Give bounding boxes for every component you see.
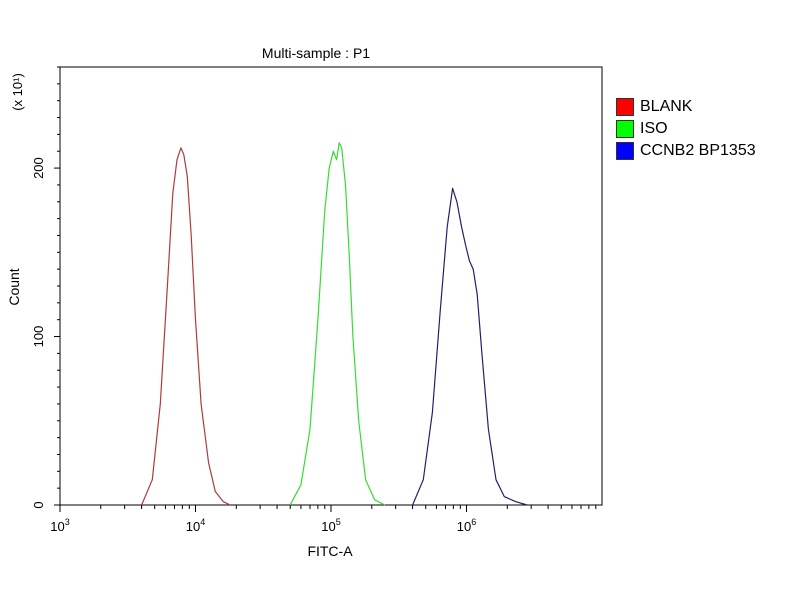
y-tick-label-group: 0 (31, 501, 46, 508)
y-multiplier-label: (x 10¹) (10, 73, 25, 111)
series-line-1 (289, 142, 386, 506)
y-tick-label-group: 200 (31, 157, 46, 179)
x-tick-label: 104 (186, 517, 205, 534)
legend-label-iso: ISO (640, 120, 668, 137)
legend-item-iso: ISO (616, 118, 756, 140)
series-line-2 (412, 187, 528, 506)
y-multiplier: (x 10¹) (10, 73, 25, 111)
y-axis-label: Count (6, 268, 22, 305)
legend-label-blank: BLANK (640, 98, 693, 115)
legend: BLANK ISO CCNB2 BP1353 (616, 96, 756, 162)
y-tick-label: 100 (31, 326, 46, 348)
y-axis-ticks: 0 100 200 (31, 66, 60, 509)
plot-frame (59, 66, 603, 506)
legend-swatch-ccnb2 (616, 142, 634, 160)
chart-title: Multi-sample : P1 (262, 45, 370, 61)
y-tick-label: 0 (31, 501, 46, 508)
x-axis-label: FITC-A (307, 543, 353, 559)
legend-item-ccnb2: CCNB2 BP1353 (616, 140, 756, 162)
series-line-0 (141, 147, 231, 506)
legend-label-ccnb2: CCNB2 BP1353 (640, 142, 756, 159)
series-layer (141, 142, 528, 506)
y-tick-label-group: 100 (31, 326, 46, 348)
legend-swatch-blank (616, 98, 634, 116)
legend-item-blank: BLANK (616, 96, 756, 118)
y-tick-label: 200 (31, 157, 46, 179)
x-tick-label: 105 (321, 517, 340, 534)
x-tick-label: 103 (50, 517, 69, 534)
x-tick-label: 106 (457, 517, 476, 534)
legend-swatch-iso (616, 120, 634, 138)
x-axis-ticks: 103 104 105 106 (50, 505, 597, 534)
